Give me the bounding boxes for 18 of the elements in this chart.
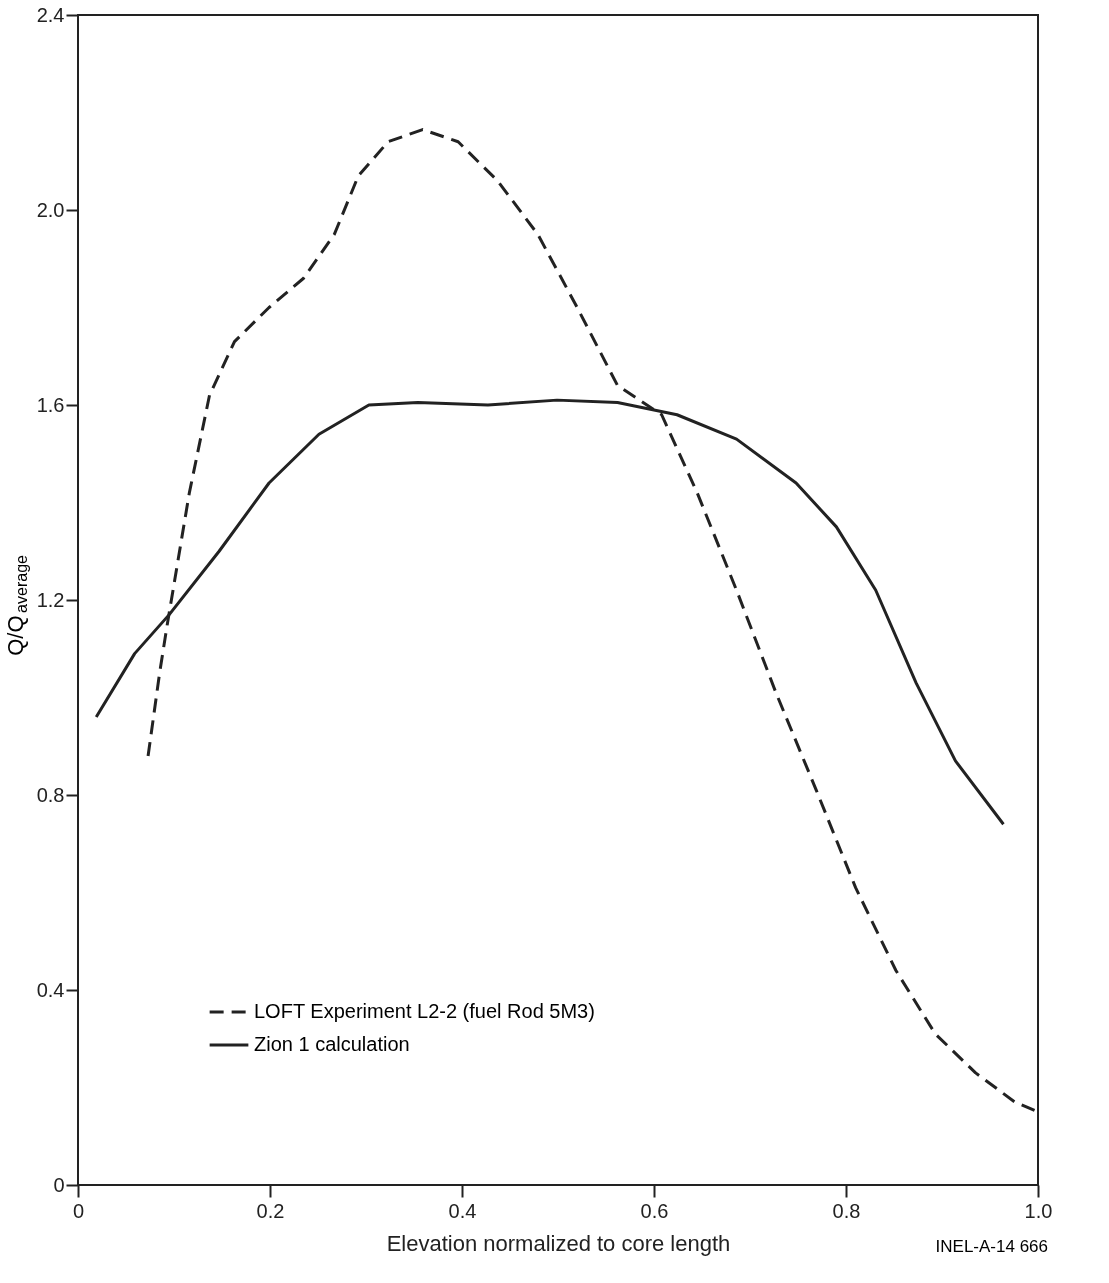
y-tick-label: 1.6 [36, 393, 65, 416]
x-tick-label: 0.6 [640, 1199, 669, 1222]
text: INEL-A-14 666 [935, 1237, 1048, 1256]
y-tick-label: 0.4 [36, 978, 65, 1001]
x-tick-label: 0.2 [256, 1199, 285, 1222]
y-tick-label: 0.8 [36, 783, 65, 806]
x-axis-title: Elevation normalized to core length [386, 1230, 731, 1256]
y-tick-label: 2.0 [36, 198, 65, 221]
y-tick-label: 2.4 [36, 3, 65, 26]
y-tick-label: 1.2 [36, 588, 65, 611]
x-tick-label: 1.0 [1024, 1199, 1053, 1222]
x-tick-label: 0.4 [448, 1199, 477, 1222]
y-axis-title: Q/Qaverage [3, 554, 30, 656]
x-tick-label: 0 [72, 1199, 85, 1222]
legend-label: LOFT Experiment L2-2 (fuel Rod 5M3) [254, 1000, 595, 1022]
x-tick-label: 0.8 [832, 1199, 861, 1222]
legend-label: Zion 1 calculation [254, 1033, 410, 1055]
y-tick-label: 0 [53, 1173, 65, 1196]
